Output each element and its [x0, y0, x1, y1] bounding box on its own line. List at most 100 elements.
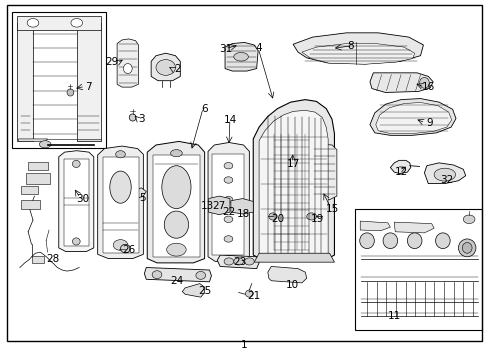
Ellipse shape	[72, 160, 80, 167]
Bar	[26, 173, 50, 184]
Polygon shape	[369, 73, 432, 93]
Ellipse shape	[152, 271, 162, 279]
Text: 30: 30	[76, 194, 89, 203]
Polygon shape	[144, 267, 211, 282]
Polygon shape	[63, 158, 89, 246]
Ellipse shape	[129, 114, 136, 121]
Polygon shape	[147, 141, 204, 263]
Ellipse shape	[196, 271, 205, 279]
Polygon shape	[259, 111, 327, 257]
Polygon shape	[98, 146, 143, 258]
Text: 15: 15	[325, 204, 338, 214]
Ellipse shape	[244, 258, 254, 265]
Ellipse shape	[462, 215, 474, 224]
Ellipse shape	[27, 18, 39, 27]
Text: 25: 25	[198, 286, 211, 296]
Text: 9: 9	[425, 118, 432, 128]
Ellipse shape	[116, 151, 125, 158]
Text: 12: 12	[394, 167, 407, 177]
Ellipse shape	[170, 150, 182, 157]
Polygon shape	[208, 196, 229, 215]
Polygon shape	[77, 139, 101, 141]
Ellipse shape	[224, 177, 232, 183]
Polygon shape	[267, 266, 306, 283]
Polygon shape	[271, 128, 311, 252]
Text: 11: 11	[387, 311, 400, 321]
Ellipse shape	[461, 243, 471, 253]
Text: 19: 19	[310, 213, 324, 224]
Ellipse shape	[435, 233, 449, 249]
Ellipse shape	[67, 89, 74, 96]
Ellipse shape	[233, 258, 243, 265]
Polygon shape	[182, 284, 204, 297]
Ellipse shape	[224, 258, 233, 265]
Text: 8: 8	[346, 41, 353, 51]
Polygon shape	[253, 100, 334, 260]
Text: 4: 4	[255, 43, 262, 53]
Ellipse shape	[382, 233, 397, 249]
Polygon shape	[424, 163, 465, 184]
Text: 22: 22	[222, 207, 235, 217]
Text: 24: 24	[169, 276, 183, 286]
Ellipse shape	[110, 171, 131, 203]
Polygon shape	[18, 17, 101, 30]
Polygon shape	[254, 253, 334, 262]
Text: 28: 28	[46, 253, 59, 264]
Text: 6: 6	[201, 104, 207, 113]
Ellipse shape	[71, 18, 82, 27]
Polygon shape	[360, 221, 389, 231]
Bar	[31, 256, 43, 263]
Text: 23: 23	[233, 257, 246, 267]
Text: 17: 17	[286, 159, 299, 169]
Bar	[355, 209, 481, 330]
Ellipse shape	[156, 60, 175, 75]
Text: 26: 26	[122, 245, 135, 255]
Polygon shape	[393, 222, 433, 233]
Text: 5: 5	[139, 193, 145, 203]
Ellipse shape	[72, 238, 80, 245]
Bar	[21, 200, 40, 208]
Text: 7: 7	[84, 82, 91, 92]
Ellipse shape	[166, 243, 186, 256]
Ellipse shape	[233, 53, 248, 61]
Ellipse shape	[306, 213, 316, 220]
Ellipse shape	[162, 166, 191, 208]
Polygon shape	[389, 160, 410, 174]
Polygon shape	[19, 139, 47, 141]
Text: 13: 13	[200, 201, 213, 211]
Polygon shape	[292, 33, 423, 64]
Polygon shape	[212, 154, 244, 255]
Polygon shape	[217, 255, 259, 269]
Polygon shape	[77, 23, 101, 141]
Polygon shape	[153, 155, 200, 257]
Polygon shape	[132, 188, 146, 199]
Polygon shape	[117, 39, 138, 87]
Ellipse shape	[268, 213, 276, 220]
Polygon shape	[369, 99, 455, 135]
Ellipse shape	[164, 211, 188, 238]
Polygon shape	[33, 30, 77, 139]
Text: 14: 14	[224, 115, 237, 125]
Polygon shape	[375, 103, 451, 134]
Polygon shape	[224, 42, 258, 71]
Ellipse shape	[224, 197, 232, 203]
Ellipse shape	[245, 290, 253, 297]
Polygon shape	[18, 23, 33, 141]
Polygon shape	[151, 53, 180, 81]
Polygon shape	[207, 143, 249, 261]
Text: 3: 3	[138, 114, 144, 124]
Polygon shape	[312, 144, 336, 200]
Ellipse shape	[433, 168, 455, 181]
Ellipse shape	[224, 236, 232, 242]
Polygon shape	[59, 151, 94, 251]
Ellipse shape	[419, 77, 428, 88]
Ellipse shape	[113, 240, 127, 250]
Text: 32: 32	[439, 175, 452, 185]
Text: 18: 18	[236, 208, 250, 219]
Ellipse shape	[224, 216, 232, 222]
Polygon shape	[102, 157, 138, 253]
Ellipse shape	[359, 233, 373, 249]
Bar	[12, 12, 106, 148]
Text: 16: 16	[421, 82, 434, 92]
Text: 2: 2	[174, 64, 181, 74]
